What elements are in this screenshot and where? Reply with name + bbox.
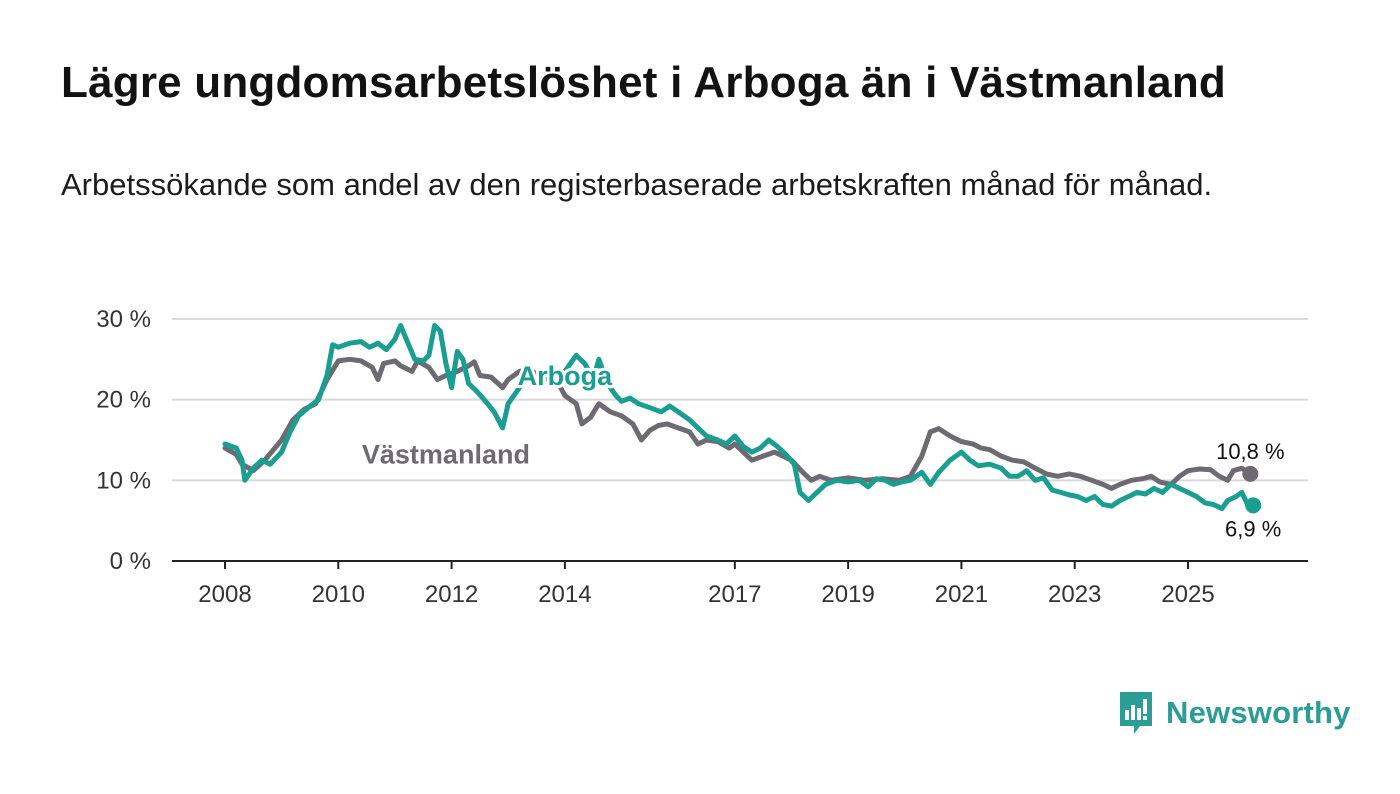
gridlines xyxy=(172,318,1308,562)
newsworthy-logo-icon xyxy=(1120,692,1152,734)
series-lines xyxy=(222,323,1262,514)
newsworthy-logo-text: Newsworthy xyxy=(1166,695,1351,730)
y-tick-label: 30 % xyxy=(96,306,151,333)
x-tick-label: 2021 xyxy=(935,581,988,608)
y-tick-label: 10 % xyxy=(96,467,151,494)
series-label-arboga: Arboga xyxy=(518,361,613,391)
x-tick-label: 2025 xyxy=(1161,581,1214,608)
x-tick-label: 2010 xyxy=(312,581,365,608)
series-end-dot-v-stmanland xyxy=(1242,465,1259,482)
series-end-dot-arboga xyxy=(1245,497,1262,514)
newsworthy-logo[interactable]: Newsworthy xyxy=(1118,690,1351,736)
chart-subtitle: Arbetssökande som andel av den registerb… xyxy=(61,167,1213,202)
y-tick-label: 20 % xyxy=(96,387,151,414)
series-labels: Västmanland 10,8 % Arboga 6,9 % xyxy=(359,358,1287,544)
x-tick-label: 2019 xyxy=(821,581,874,608)
series-line-arboga xyxy=(222,323,1256,512)
x-tick-label: 2012 xyxy=(425,581,478,608)
chart-title: Lägre ungdomsarbetslöshet i Arboga än i … xyxy=(61,58,1227,107)
series-label-v-stmanland: Västmanland xyxy=(362,439,530,469)
x-tick-label: 2014 xyxy=(538,581,591,608)
y-axis-ticks: 0 % 10 % 20 % 30 % xyxy=(96,306,151,575)
x-tick-label: 2017 xyxy=(708,581,761,608)
x-tick-label: 2008 xyxy=(198,581,251,608)
y-tick-label: 0 % xyxy=(110,548,151,575)
end-value-label-arboga: 6,9 % xyxy=(1225,516,1281,541)
end-value-label-v-stmanland: 10,8 % xyxy=(1216,439,1285,464)
x-tick-label: 2023 xyxy=(1048,581,1101,608)
x-axis-ticks: 2008 2010 2012 2014 2017 2019 2021 2023 2025 xyxy=(198,561,1215,608)
